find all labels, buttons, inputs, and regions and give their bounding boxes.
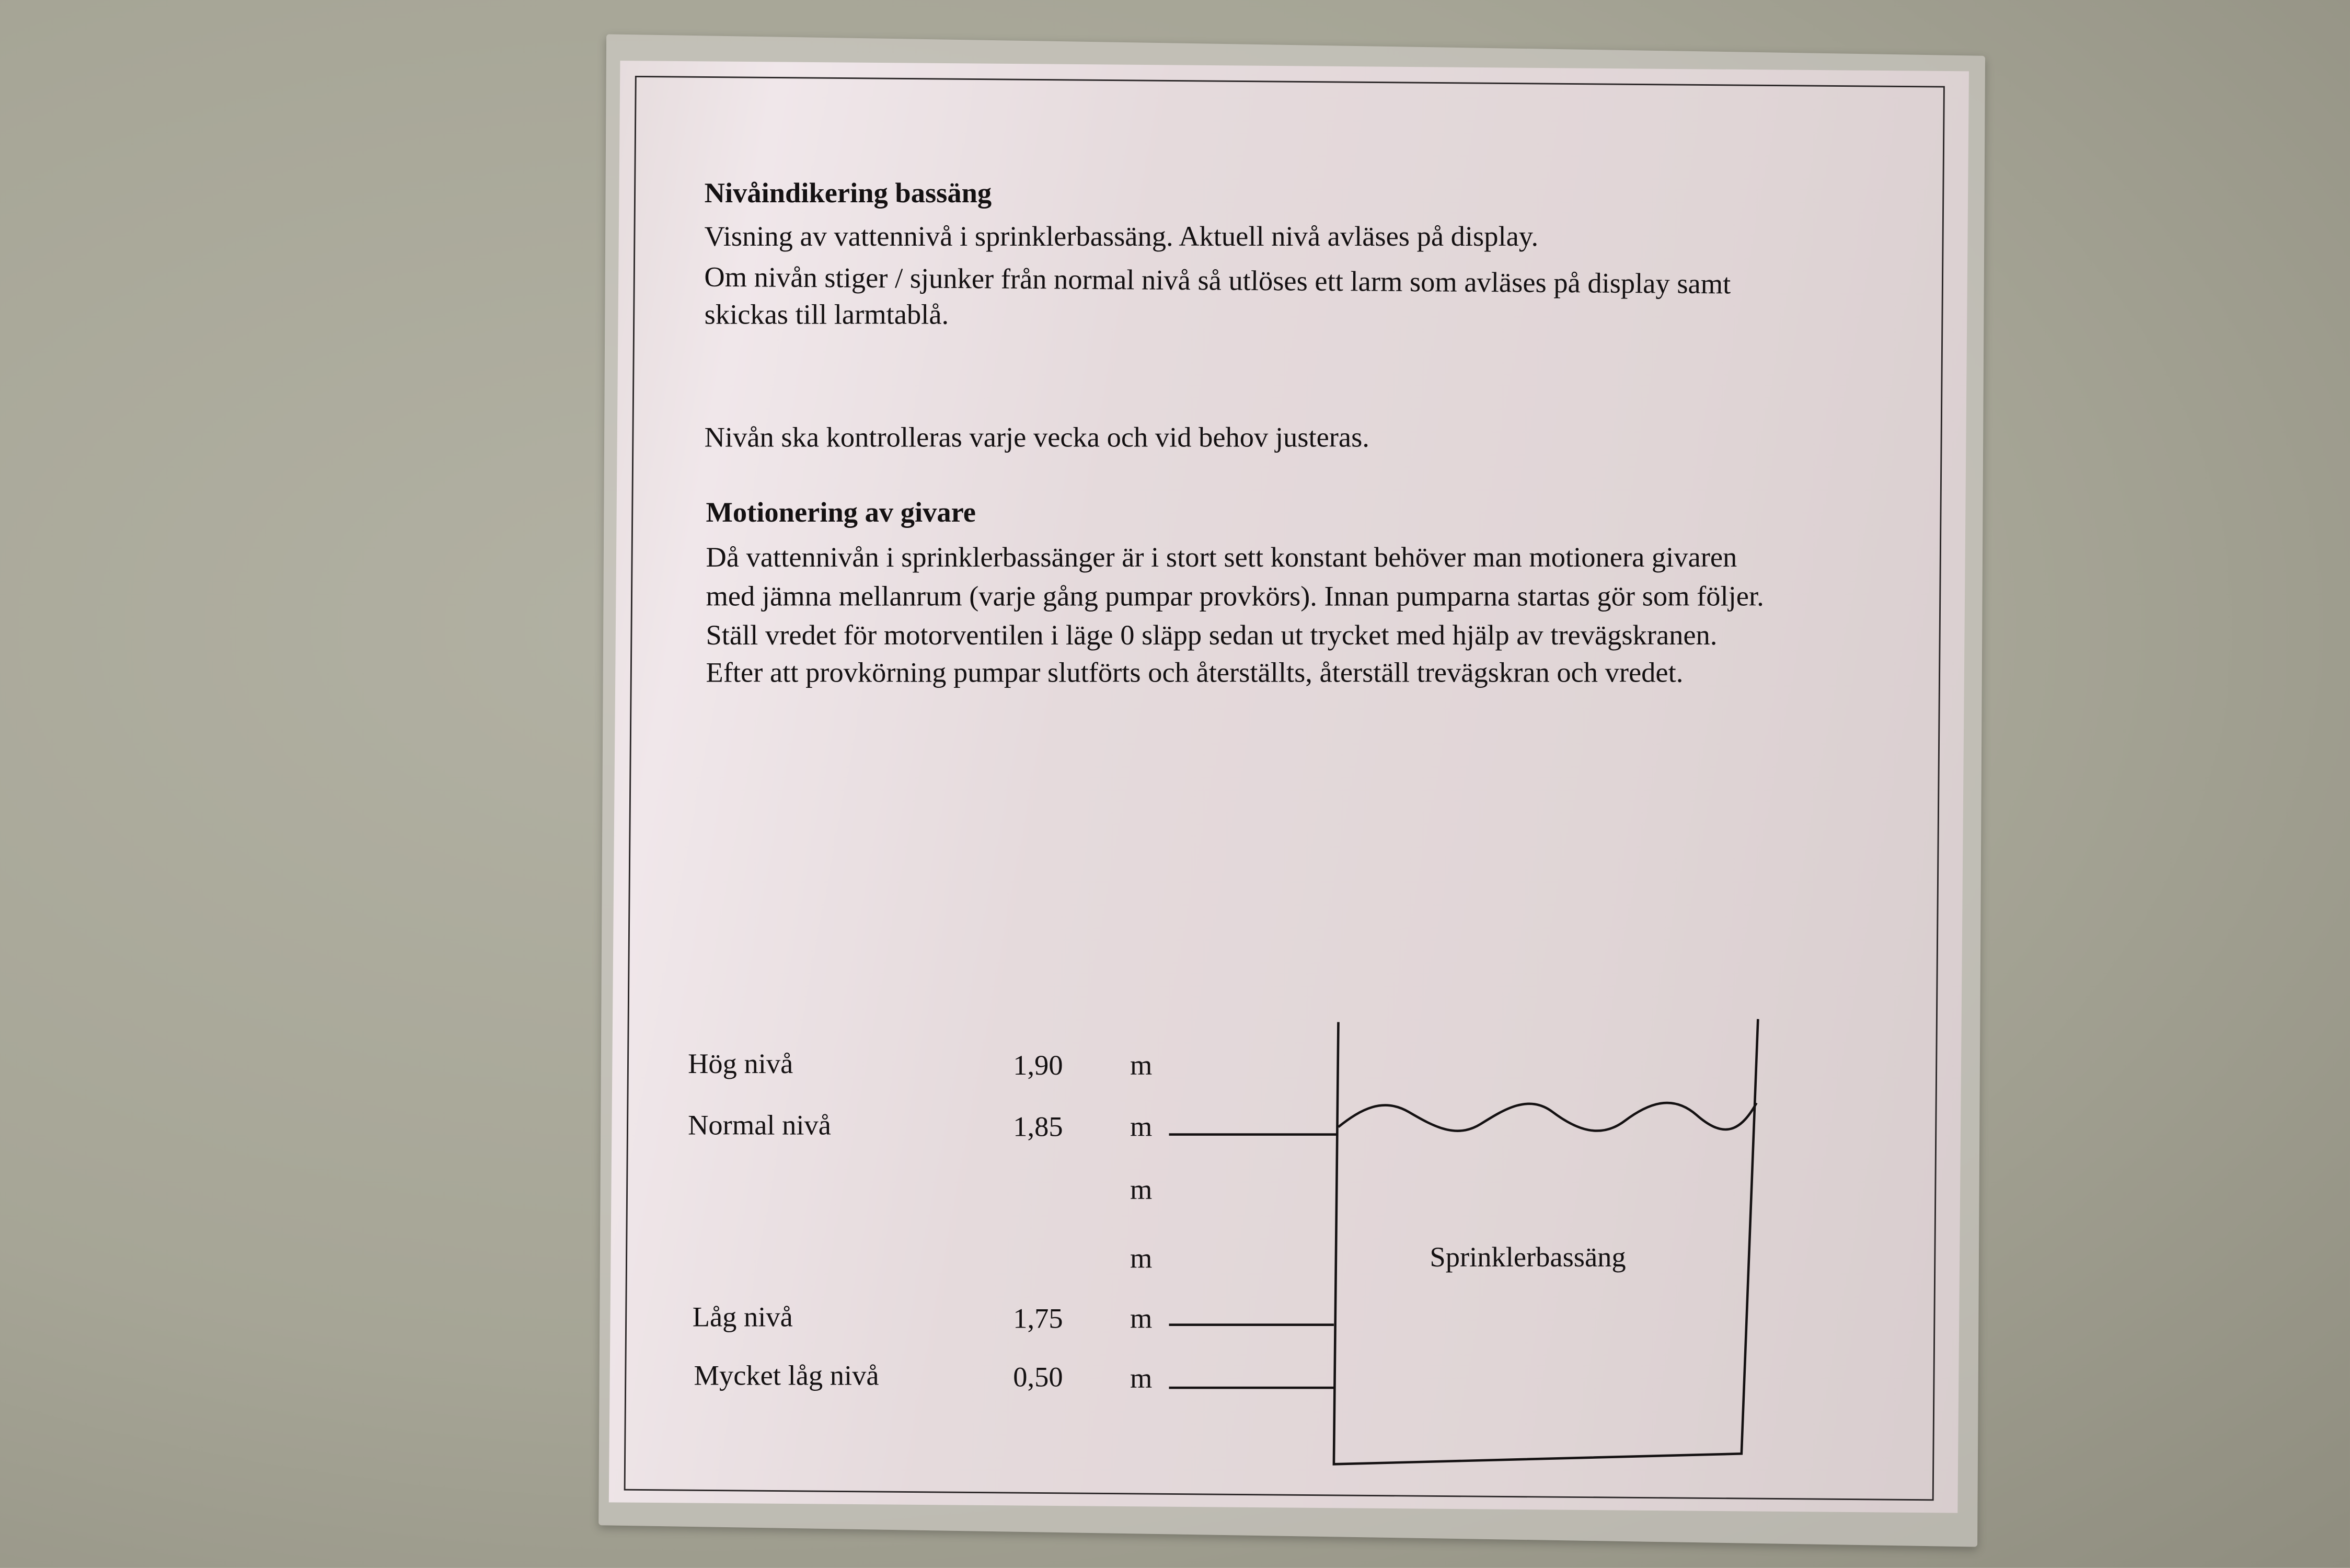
paragraph-line: skickas till larmtablå.: [704, 299, 949, 331]
check-note: Nivån ska kontrolleras varje vecka och v…: [704, 422, 1369, 454]
level-unit: m: [1130, 1112, 1153, 1144]
tank-label: Sprinklerbassäng: [1430, 1242, 1626, 1274]
level-label: Mycket låg nivå: [694, 1361, 879, 1392]
level-value: 1,85: [1013, 1112, 1063, 1144]
heading-level-indication: Nivåindikering bassäng: [704, 178, 992, 210]
heading-sensor-exercise: Motionering av givare: [706, 497, 976, 529]
level-unit: m: [1130, 1364, 1153, 1396]
level-unit: m: [1130, 1243, 1153, 1276]
paragraph-line: Då vattennivån i sprinklerbassänger är i…: [706, 542, 1737, 574]
paragraph-line: med jämna mellanrum (varje gång pumpar p…: [706, 581, 1764, 613]
level-unit: m: [1130, 1050, 1153, 1082]
level-label: Hög nivå: [688, 1049, 793, 1081]
level-label: Normal nivå: [688, 1110, 831, 1142]
paragraph-line: Efter att provkörning pumpar slutförts o…: [706, 658, 1684, 689]
level-label: Låg nivå: [692, 1302, 793, 1334]
level-value: 1,90: [1013, 1050, 1063, 1082]
level-value: 1,75: [1013, 1304, 1063, 1335]
paragraph-line: Ställ vredet för motorventilen i läge 0 …: [706, 620, 1718, 652]
level-unit: m: [1130, 1174, 1153, 1207]
level-value: 0,50: [1013, 1362, 1063, 1394]
paragraph-line: Visning av vattennivå i sprinklerbassäng…: [704, 222, 1539, 253]
tank-outline: [1332, 1019, 1759, 1466]
water-surface-wave: [1338, 1101, 1758, 1132]
level-unit: m: [1130, 1304, 1153, 1335]
